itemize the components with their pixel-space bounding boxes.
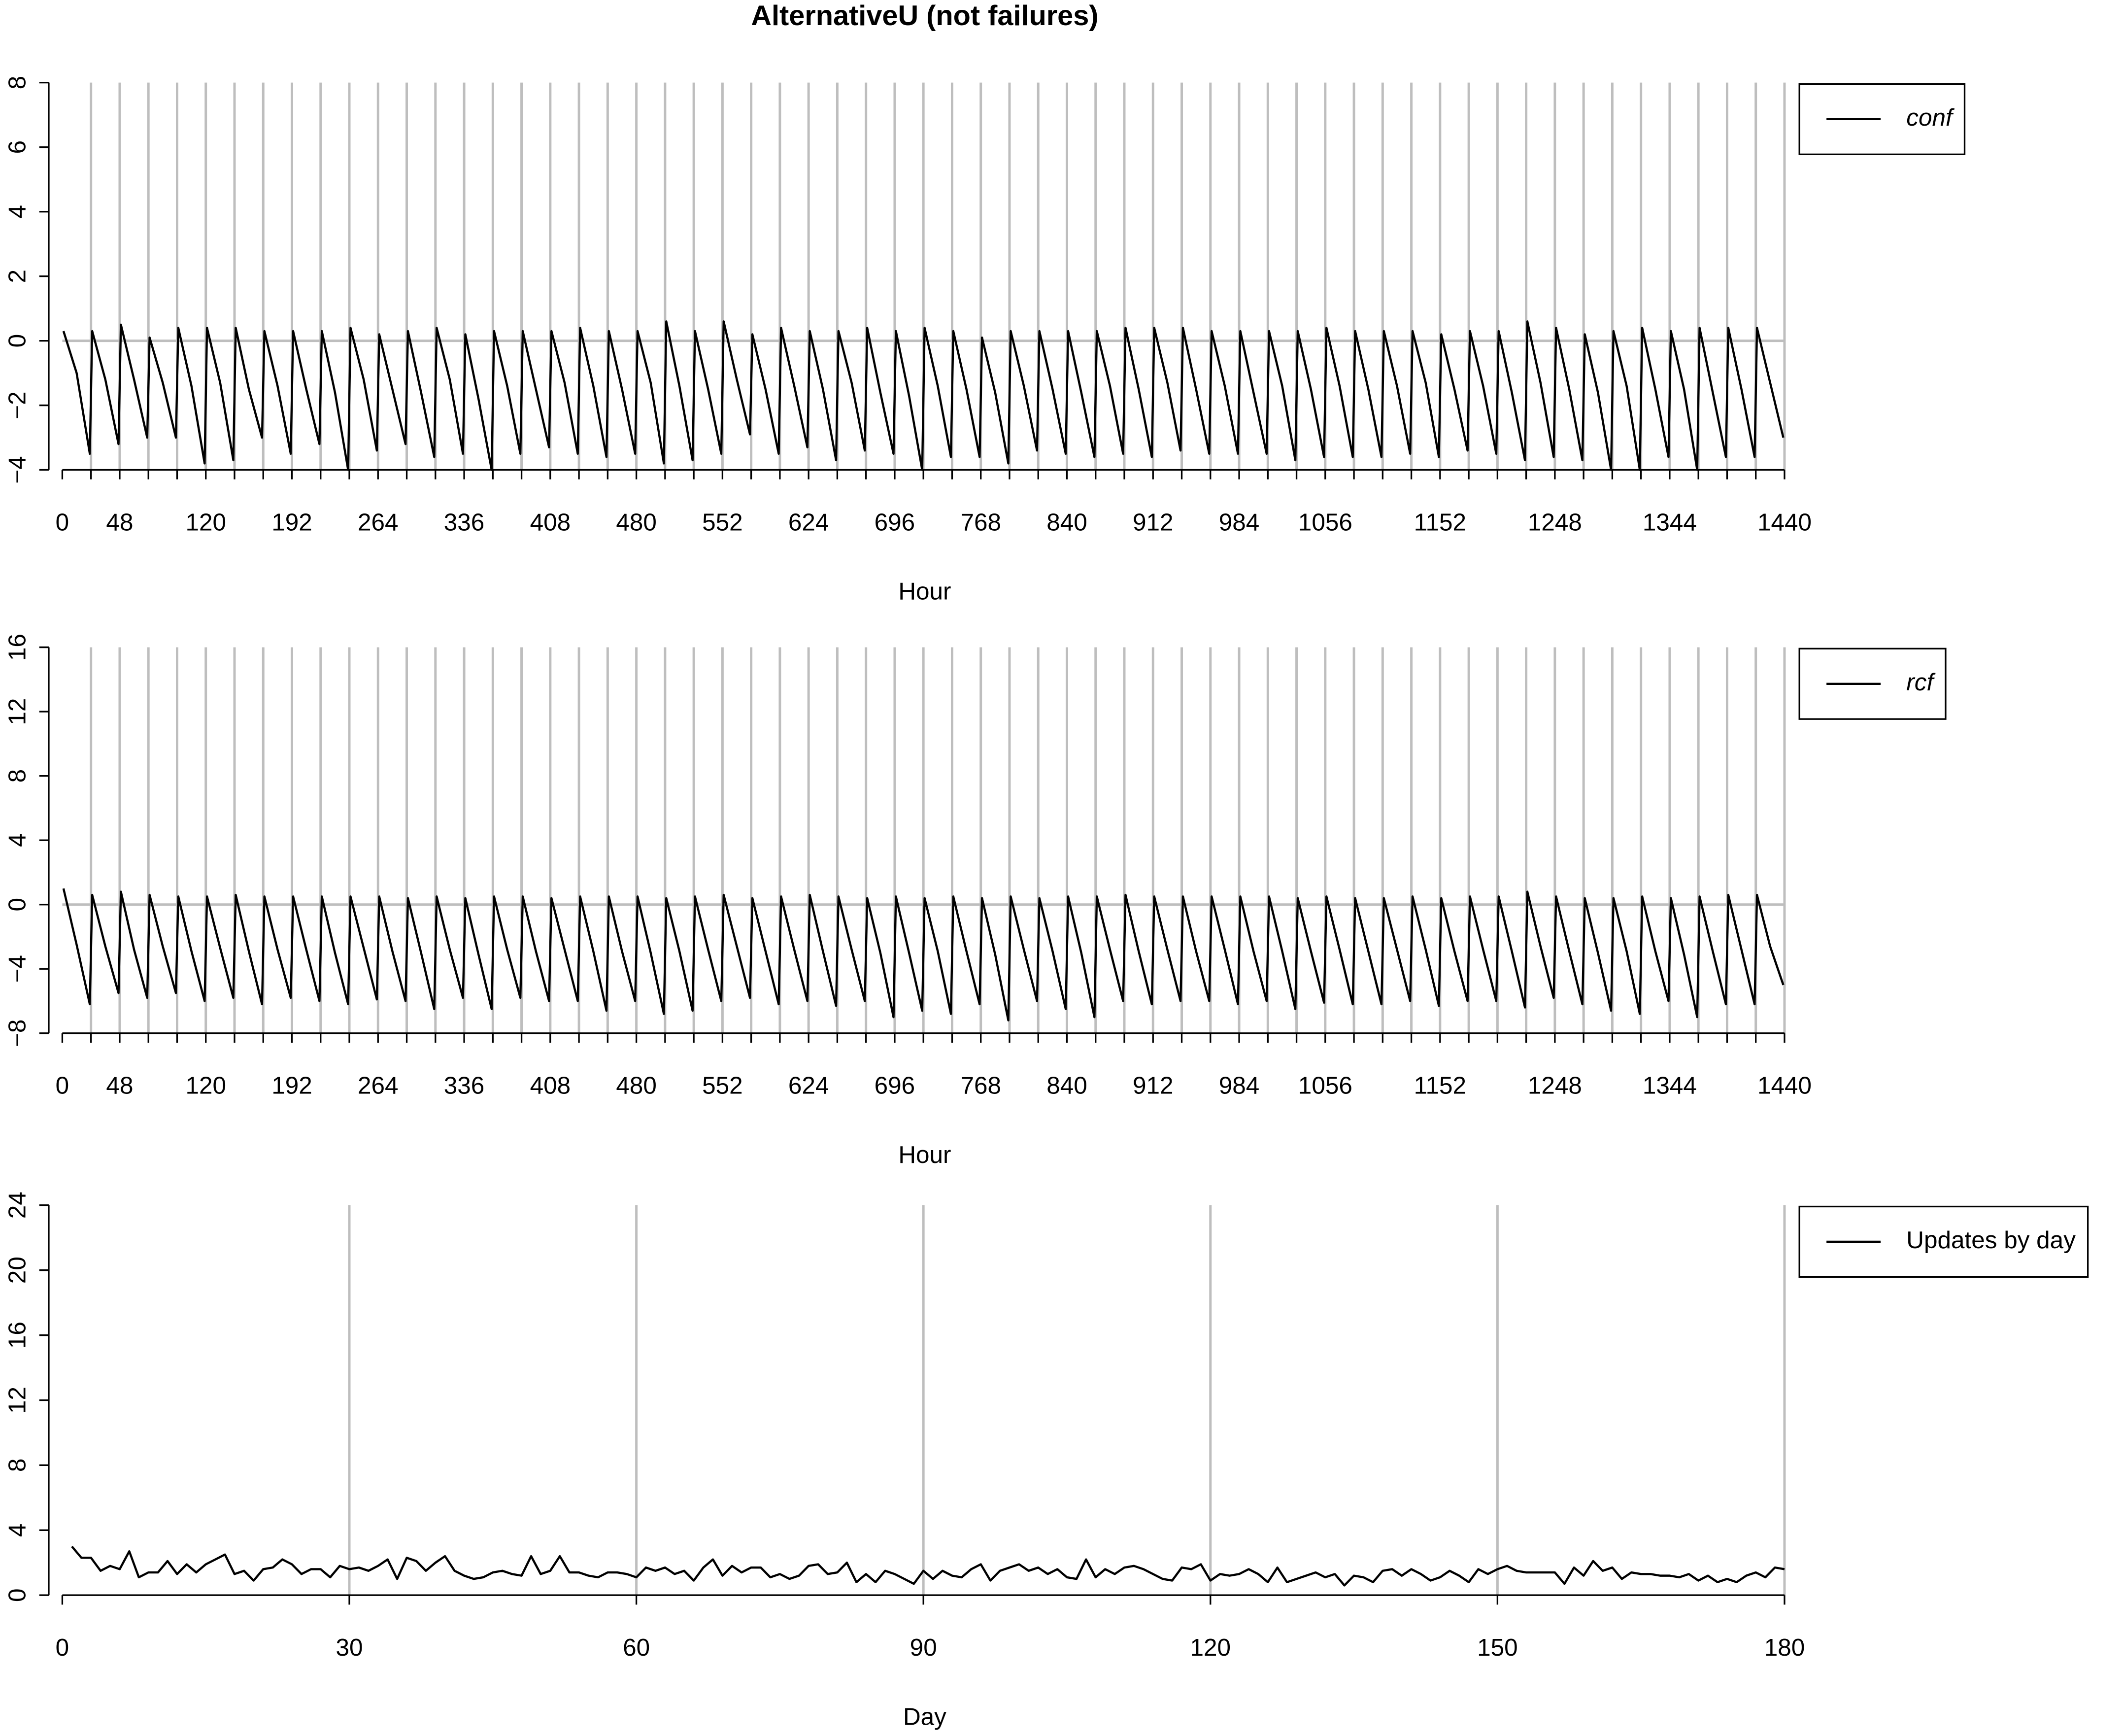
x-tick-label: 408 xyxy=(530,509,571,536)
x-tick-label: 1344 xyxy=(1643,509,1697,536)
x-tick-label: 552 xyxy=(702,1072,743,1099)
x-tick-label: 60 xyxy=(623,1634,650,1661)
x-tick-label: 1440 xyxy=(1757,1072,1812,1099)
x-tick-label: 912 xyxy=(1133,509,1174,536)
legend-label: conf xyxy=(1906,104,1955,131)
x-tick-label: 1152 xyxy=(1414,509,1466,536)
y-tick-label: −4 xyxy=(4,456,31,483)
x-tick-label: 1440 xyxy=(1757,509,1812,536)
x-tick-label: 480 xyxy=(616,509,657,536)
x-tick-label: 1152 xyxy=(1414,1072,1466,1099)
y-tick-label: 8 xyxy=(4,769,31,783)
x-tick-label: 0 xyxy=(56,1634,69,1661)
y-tick-label: 4 xyxy=(4,205,31,219)
y-tick-label: 4 xyxy=(4,833,31,847)
x-tick-label: 120 xyxy=(1190,1634,1231,1661)
data-line xyxy=(71,1545,1785,1587)
x-tick-label: 480 xyxy=(616,1072,657,1099)
y-tick-label: −2 xyxy=(4,391,31,419)
y-tick-label: −8 xyxy=(4,1020,31,1047)
legend-label: Updates by day xyxy=(1906,1226,2076,1254)
x-tick-label: 48 xyxy=(106,509,133,536)
x-tick-label: 984 xyxy=(1219,509,1260,536)
x-tick-label: 192 xyxy=(271,509,312,536)
x-tick-label: 768 xyxy=(960,1072,1001,1099)
x-tick-label: 768 xyxy=(960,509,1001,536)
x-tick-label: 120 xyxy=(185,509,226,536)
legend: conf xyxy=(1798,83,1966,155)
x-tick-label: 696 xyxy=(875,509,915,536)
x-tick-label: 0 xyxy=(56,1072,69,1099)
x-tick-label: 1344 xyxy=(1643,1072,1697,1099)
y-tick-label: 24 xyxy=(4,1191,31,1219)
x-tick-label: 264 xyxy=(358,509,399,536)
x-tick-label: 264 xyxy=(358,1072,399,1099)
legend: Updates by day xyxy=(1798,1205,2089,1278)
y-tick-label: 8 xyxy=(4,76,31,90)
y-tick-label: 0 xyxy=(4,1588,31,1602)
x-axis-title: Hour xyxy=(898,1141,951,1168)
x-tick-label: 48 xyxy=(106,1072,133,1099)
y-tick-label: 0 xyxy=(4,334,31,348)
x-tick-label: 624 xyxy=(788,1072,829,1099)
panel: 0 30 60 90 120 150 180 Day 0 4 8 12 16 20 24 Updates by… xyxy=(4,1191,2089,1730)
x-tick-label: 840 xyxy=(1046,509,1087,536)
figure-title: AlternativeU (not failures) xyxy=(751,0,1098,32)
x-tick-label: 120 xyxy=(185,1072,226,1099)
panel: 0 48 120 192 264 336 408 480 552 624 696 768 840 912 9… xyxy=(4,634,1947,1168)
x-tick-label: 1056 xyxy=(1298,1072,1352,1099)
x-tick-label: 30 xyxy=(336,1634,363,1661)
legend-label: rcf xyxy=(1906,669,1936,696)
x-tick-label: 336 xyxy=(444,509,485,536)
data-line xyxy=(62,320,1785,471)
x-tick-label: 624 xyxy=(788,509,829,536)
x-tick-label: 408 xyxy=(530,1072,571,1099)
y-tick-label: 8 xyxy=(4,1459,31,1472)
x-tick-label: 984 xyxy=(1219,1072,1260,1099)
y-tick-label: 4 xyxy=(4,1524,31,1537)
x-tick-label: 696 xyxy=(875,1072,915,1099)
data-line xyxy=(62,888,1785,1021)
x-tick-label: 0 xyxy=(56,509,69,536)
x-axis-title: Day xyxy=(903,1703,946,1730)
y-tick-label: 16 xyxy=(4,1322,31,1349)
x-tick-label: 912 xyxy=(1133,1072,1174,1099)
y-tick-label: 20 xyxy=(4,1257,31,1284)
y-tick-label: 0 xyxy=(4,898,31,912)
x-tick-label: 1248 xyxy=(1528,509,1582,536)
x-tick-label: 552 xyxy=(702,509,743,536)
y-tick-label: −4 xyxy=(4,955,31,983)
x-tick-label: 180 xyxy=(1764,1634,1805,1661)
y-tick-label: 16 xyxy=(4,634,31,661)
x-tick-label: 90 xyxy=(910,1634,937,1661)
x-tick-label: 192 xyxy=(271,1072,312,1099)
y-tick-label: 2 xyxy=(4,270,31,283)
x-tick-label: 1248 xyxy=(1528,1072,1582,1099)
x-tick-label: 336 xyxy=(444,1072,485,1099)
legend: rcf xyxy=(1798,647,1947,720)
panel: 0 48 120 192 264 336 408 480 552 624 696 768 840 912 9… xyxy=(4,76,1966,605)
x-tick-label: 1056 xyxy=(1298,509,1352,536)
x-axis-title: Hour xyxy=(898,578,951,605)
y-tick-label: 6 xyxy=(4,140,31,154)
x-tick-label: 840 xyxy=(1046,1072,1087,1099)
y-tick-label: 12 xyxy=(4,1387,31,1414)
y-tick-label: 12 xyxy=(4,698,31,725)
x-tick-label: 150 xyxy=(1477,1634,1518,1661)
